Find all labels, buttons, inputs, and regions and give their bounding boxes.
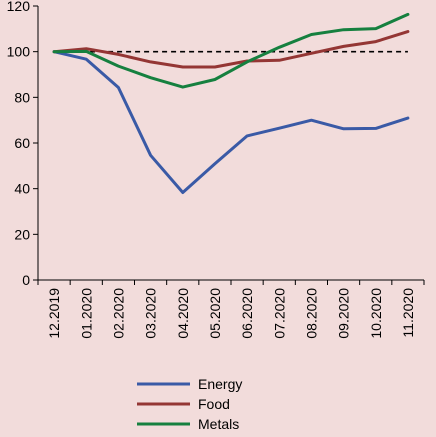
y-tick-label: 0 (22, 272, 30, 288)
legend-label-food: Food (198, 396, 230, 412)
x-tick-label: 04.2020 (175, 288, 191, 339)
series-line-energy (52, 50, 410, 194)
x-tick-label: 09.2020 (336, 288, 352, 339)
x-axis: 12.2019 01.2020 02.2020 03.2020 04.2020 05.20… (37, 279, 425, 339)
x-tick-label: 07.2020 (271, 288, 287, 339)
y-tick-label: 40 (14, 181, 30, 197)
x-tick-label: 08.2020 (303, 288, 319, 339)
y-tick-label: 120 (7, 0, 31, 14)
legend: Energy Food Metals (137, 376, 242, 432)
x-tick-label: 01.2020 (78, 288, 94, 339)
x-tick-label: 02.2020 (110, 288, 126, 339)
series-lines (52, 12, 410, 194)
series-line-metals (52, 12, 410, 89)
y-tick-label: 80 (14, 89, 30, 105)
y-axis: 0 20 40 60 80 100 120 (7, 0, 39, 288)
x-tick-label: 03.2020 (143, 288, 159, 339)
x-tick-label: 10.2020 (368, 288, 384, 339)
legend-label-metals: Metals (198, 416, 239, 432)
series-line-food (52, 30, 410, 69)
y-tick-label: 60 (14, 135, 30, 151)
x-tick-label: 11.2020 (400, 288, 416, 338)
x-tick-label: 05.2020 (207, 288, 223, 339)
y-tick-label: 20 (14, 226, 30, 242)
x-tick-label: 12.2019 (46, 288, 62, 339)
legend-label-energy: Energy (198, 376, 242, 392)
x-tick-label: 06.2020 (239, 288, 255, 339)
y-tick-label: 100 (7, 44, 31, 60)
